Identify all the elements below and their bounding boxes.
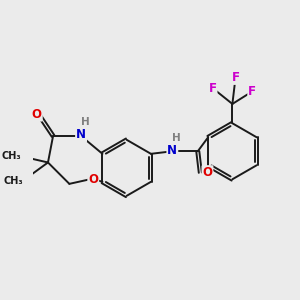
Text: N: N bbox=[167, 144, 177, 157]
Text: F: F bbox=[232, 71, 240, 84]
Text: O: O bbox=[32, 108, 42, 121]
Text: F: F bbox=[248, 85, 256, 98]
Text: CH₃: CH₃ bbox=[2, 151, 21, 161]
Text: H: H bbox=[172, 133, 181, 142]
Text: F: F bbox=[208, 82, 217, 95]
Text: O: O bbox=[88, 173, 98, 186]
Text: H: H bbox=[81, 117, 89, 127]
Text: N: N bbox=[76, 128, 86, 142]
Text: O: O bbox=[202, 166, 212, 179]
Text: CH₃: CH₃ bbox=[3, 176, 23, 186]
